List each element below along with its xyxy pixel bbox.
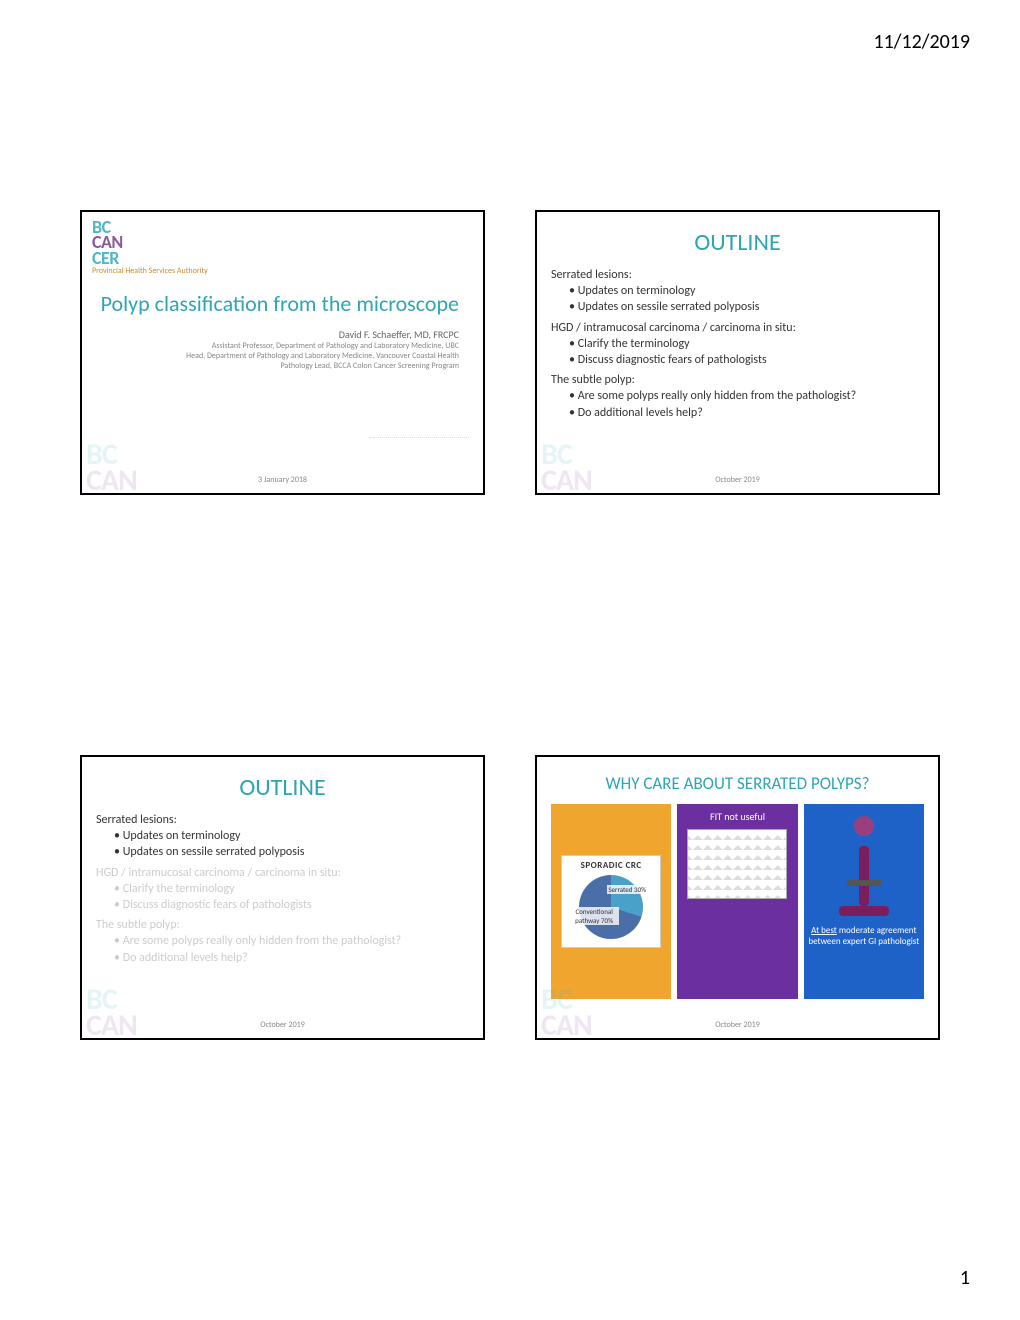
slide-why-care: WHY CARE ABOUT SERRATED POLYPS? SPORADIC… xyxy=(535,755,940,1040)
watermark: BCCAN xyxy=(86,987,137,1038)
bullet: Do additional levels help? xyxy=(569,405,924,421)
author-affil-1: Assistant Professor, Department of Patho… xyxy=(96,341,459,351)
outline-body: Serrated lesions: Updates on terminology… xyxy=(551,267,924,421)
outline-body: Serrated lesions: Updates on terminology… xyxy=(96,812,469,966)
panel-pie: SPORADIC CRC Serrated 30% Conventional p… xyxy=(551,804,671,999)
fit-label: FIT not useful xyxy=(710,810,765,823)
presentation-title: Polyp classification from the microscope xyxy=(96,290,459,318)
watermark: BCCAN xyxy=(541,987,592,1038)
pie-label-b: Conventional pathway 70% xyxy=(569,907,619,925)
pie-chart: Serrated 30% Conventional pathway 70% xyxy=(579,875,643,939)
section-2: HGD / intramucosal carcinoma / carcinoma… xyxy=(551,320,924,336)
slide-date: 3 January 2018 xyxy=(82,475,483,485)
panels-row: SPORADIC CRC Serrated 30% Conventional p… xyxy=(551,804,924,999)
pie-title: SPORADIC CRC xyxy=(566,860,656,871)
slide-outline-partial: OUTLINE Serrated lesions: Updates on ter… xyxy=(80,755,485,1040)
logo-subtitle: Provincial Health Services Authority xyxy=(92,268,208,275)
bc-cancer-logo: BCCANCER Provincial Health Services Auth… xyxy=(92,220,208,275)
slide-date: October 2019 xyxy=(537,475,938,485)
slide-outline-full: OUTLINE Serrated lesions: Updates on ter… xyxy=(535,210,940,495)
microscope-icon xyxy=(829,816,899,916)
bullet: Updates on terminology xyxy=(114,828,469,844)
section-3: The subtle polyp: xyxy=(551,372,924,388)
scope-caption: At best moderate agreement between exper… xyxy=(808,926,920,948)
bullet: Discuss diagnostic fears of pathologists xyxy=(569,352,924,368)
watermark: BCCAN xyxy=(541,442,592,493)
panel-scope: At best moderate agreement between exper… xyxy=(804,804,924,999)
slide-date: October 2019 xyxy=(537,1020,938,1030)
author-affil-2: Head, Department of Pathology and Labora… xyxy=(96,351,459,361)
section-2-faded: HGD / intramucosal carcinoma / carcinoma… xyxy=(96,865,469,881)
slides-grid: BCCANCER Provincial Health Services Auth… xyxy=(80,210,940,1040)
slide-title-text: OUTLINE xyxy=(551,228,924,257)
bullet: Are some polyps really only hidden from … xyxy=(569,388,924,404)
slide-date: October 2019 xyxy=(82,1020,483,1030)
section-3-faded: The subtle polyp: xyxy=(96,917,469,933)
slide-title: BCCANCER Provincial Health Services Auth… xyxy=(80,210,485,495)
author-name: David F. Schaeffer, MD, FRCPC xyxy=(96,328,459,341)
page-date: 11/12/2019 xyxy=(873,30,970,54)
bullet: Clarify the terminology xyxy=(569,336,924,352)
section-1: Serrated lesions: xyxy=(96,812,469,828)
section-1: Serrated lesions: xyxy=(551,267,924,283)
bullet-faded: Do additional levels help? xyxy=(114,950,469,966)
bullet-faded: Discuss diagnostic fears of pathologists xyxy=(114,897,469,913)
page-number: 1 xyxy=(960,1266,970,1290)
bullet: Updates on sessile serrated polyposis xyxy=(114,844,469,860)
panel-fit: FIT not useful xyxy=(677,804,797,999)
bullet-faded: Are some polyps really only hidden from … xyxy=(114,933,469,949)
author-affil-3: Pathology Lead, BCCA Colon Cancer Screen… xyxy=(96,361,459,371)
slide-title-text: WHY CARE ABOUT SERRATED POLYPS? xyxy=(551,773,924,794)
partner-logos xyxy=(369,437,469,465)
pie-label-a: Serrated 30% xyxy=(607,885,647,894)
bullet: Updates on sessile serrated polyposis xyxy=(569,299,924,315)
watermark: BCCAN xyxy=(86,442,137,493)
bullet-faded: Clarify the terminology xyxy=(114,881,469,897)
fit-image xyxy=(687,829,787,899)
bullet: Updates on terminology xyxy=(569,283,924,299)
pie-card: SPORADIC CRC Serrated 30% Conventional p… xyxy=(561,855,661,948)
slide-title-text: OUTLINE xyxy=(96,773,469,802)
